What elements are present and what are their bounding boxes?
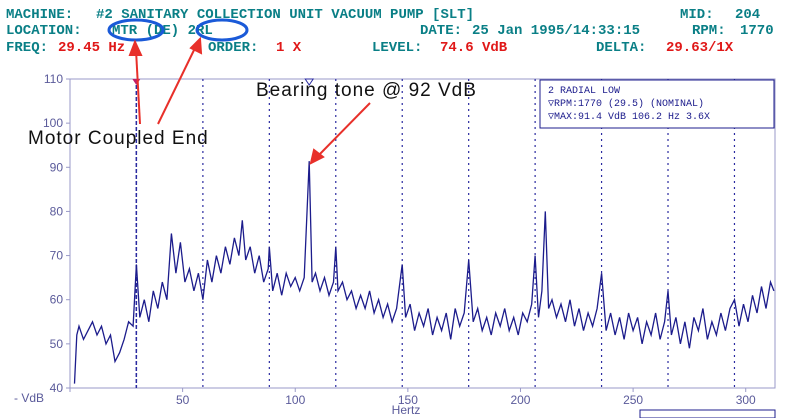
y-tick-label: 100 <box>43 116 63 130</box>
arrow <box>135 49 141 125</box>
header-label: LEVEL: <box>372 40 422 56</box>
header-value: 29.45 Hz <box>58 40 125 56</box>
annotation: Bearing tone @ 92 VdB <box>256 80 477 101</box>
x-tick-label: 200 <box>510 393 530 407</box>
y-tick-label: 50 <box>50 337 64 351</box>
x-axis-label: Hertz <box>392 403 421 417</box>
plot-area: 40 50 60 70 80 90 100 110 50 100 150 200 250 300 <box>43 72 775 407</box>
header-value: 29.63/1X <box>666 40 734 56</box>
legend-note: ▽RPM:1770 (29.5) (NOMINAL) <box>548 98 704 110</box>
legend-box <box>539 79 775 129</box>
header-label: DATE: <box>420 23 462 39</box>
header-label: ORDER: <box>208 40 258 56</box>
highlight-ellipse <box>195 18 249 42</box>
arrow <box>157 45 197 125</box>
arrows <box>128 36 371 165</box>
arrowhead <box>309 148 325 165</box>
annotation: Motor Coupled End <box>28 128 209 149</box>
y-tick-label: 70 <box>50 249 64 263</box>
max-marker <box>304 78 315 86</box>
spectrum-line <box>73 161 775 384</box>
header-label: DELTA: <box>596 40 646 56</box>
header-value: 1770 <box>740 23 774 39</box>
x-tick-label: 250 <box>623 393 643 407</box>
arrowhead <box>128 39 143 56</box>
header-label: FREQ: <box>6 40 48 56</box>
header-value: 25 Jan 1995/14:33:15 <box>472 23 640 39</box>
header-value: 204 <box>735 7 760 23</box>
y-tick-label: 40 <box>50 381 64 395</box>
x-tick-label: 300 <box>736 393 756 407</box>
highlight-ellipse <box>107 18 165 42</box>
arrow <box>315 102 371 159</box>
header-value: 74.6 VdB <box>440 40 508 56</box>
header-value: #2 SANITARY COLLECTION UNIT VACUUM PUMP … <box>96 7 474 23</box>
header-label: MID: <box>680 7 714 23</box>
plot-frame <box>69 78 776 389</box>
x-tick-label: 100 <box>285 393 305 407</box>
scroll-bar <box>639 409 776 418</box>
header-label: MACHINE: <box>6 7 73 23</box>
header-value: 1 X <box>276 40 302 56</box>
x-tick-label: 150 <box>398 393 418 407</box>
cursor-marker <box>132 79 141 85</box>
y-tick-label: 60 <box>50 293 64 307</box>
y-tick-label: 80 <box>50 204 64 218</box>
y-axis-label: - VdB <box>14 391 44 405</box>
header-label: RPM: <box>692 23 726 39</box>
legend-note: ▽MAX:91.4 VdB 106.2 Hz 3.6X <box>548 111 710 123</box>
y-tick-label: 90 <box>50 160 64 174</box>
header: MACHINE: #2 SANITARY COLLECTION UNIT VAC… <box>6 7 774 56</box>
header-label: LOCATION: <box>6 23 82 39</box>
y-tick-label: 110 <box>44 72 63 86</box>
x-tick-label: 50 <box>176 393 190 407</box>
arrowhead <box>189 36 203 55</box>
legend-title: 2 RADIAL LOW <box>548 86 620 97</box>
